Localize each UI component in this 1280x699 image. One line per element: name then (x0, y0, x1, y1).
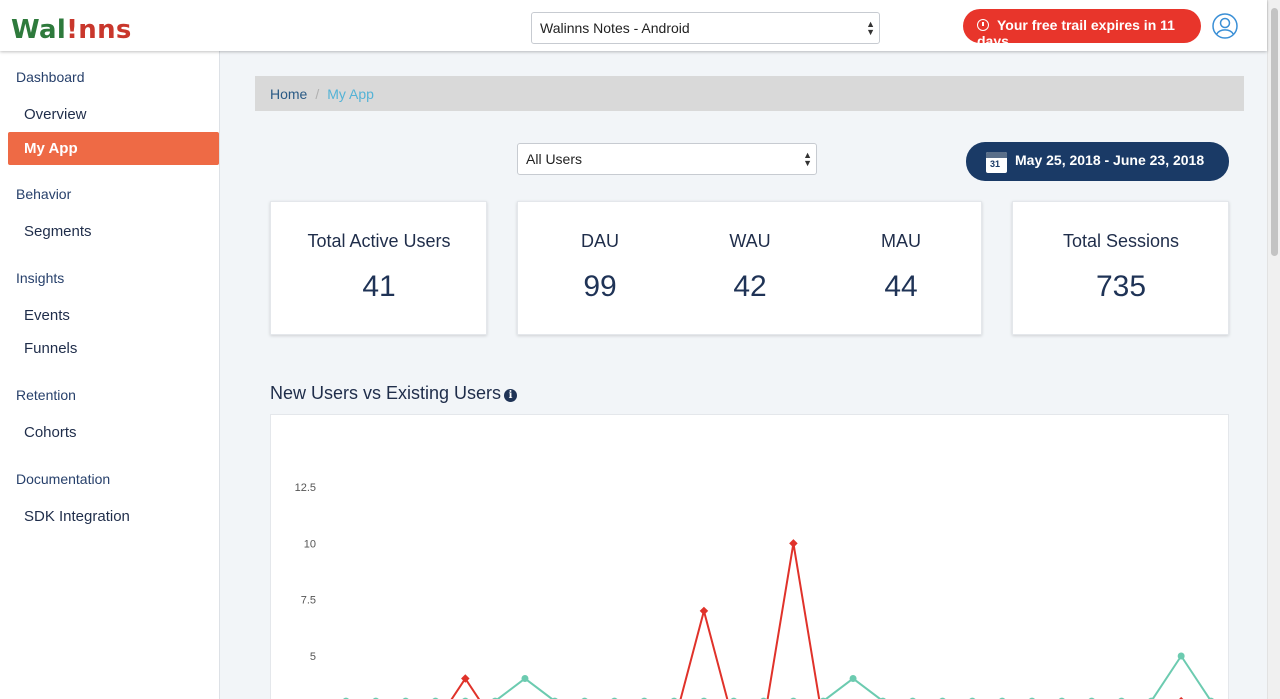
breadcrumb-home-link[interactable]: Home (270, 86, 308, 102)
data-point[interactable] (849, 675, 857, 683)
y-tick-label: 10 (304, 538, 316, 550)
breadcrumb-separator: / (315, 86, 320, 102)
total-sessions-value: 735 (1095, 270, 1147, 303)
sidebar-item-segments[interactable]: Segments (24, 223, 92, 240)
data-point[interactable] (699, 606, 709, 616)
trial-text: Your free trail expires in 11 days (977, 17, 1175, 49)
sidebar-item-funnels[interactable]: Funnels (24, 340, 78, 357)
walinns-logo[interactable]: Wal!nns (11, 15, 132, 45)
date-range-picker[interactable]: 31 May 25, 2018 - June 23, 2018 (966, 142, 1229, 181)
sidebar-item-sdk-integration[interactable]: SDK Integration (24, 508, 130, 525)
user-profile-icon[interactable] (1212, 13, 1238, 39)
wau-label: WAU (729, 231, 771, 251)
total-sessions-label: Total Sessions (1062, 231, 1180, 251)
sidebar: Dashboard Overview My App Behavior Segme… (0, 51, 220, 699)
sidebar-item-overview[interactable]: Overview (24, 106, 87, 123)
data-point[interactable] (521, 675, 529, 683)
sidebar-section-documentation: Documentation (16, 471, 111, 487)
sidebar-item-events[interactable]: Events (24, 307, 70, 324)
data-point[interactable] (1177, 652, 1185, 660)
page-scrollbar[interactable] (1267, 0, 1280, 699)
dau-value: 99 (583, 270, 617, 303)
sidebar-section-insights: Insights (16, 270, 65, 286)
total-active-users-card: Total Active Users 41 (270, 201, 487, 335)
breadcrumb: Home / My App (255, 76, 1244, 111)
clock-icon (977, 19, 989, 31)
user-segment-select-value: All Users (526, 151, 583, 167)
series-line-0 (450, 543, 821, 699)
new-vs-existing-users-chart: 12.5 10 7.5 5 (270, 414, 1229, 699)
app-select-value: Walinns Notes - Android (540, 20, 690, 36)
sidebar-item-my-app[interactable]: My App (8, 132, 219, 165)
user-segment-select[interactable]: All Users ▲ ▼ (517, 143, 817, 175)
app-select[interactable]: Walinns Notes - Android ▲ ▼ (531, 12, 880, 44)
active-users-summary-card: DAU 99 WAU 42 MAU 44 (517, 201, 982, 335)
sidebar-section-retention: Retention (16, 387, 76, 403)
sidebar-item-cohorts[interactable]: Cohorts (24, 424, 77, 441)
dau-label: DAU (580, 231, 619, 251)
breadcrumb-current: My App (327, 86, 374, 102)
total-sessions-card: Total Sessions 735 (1012, 201, 1229, 335)
top-header: Wal!nns Walinns Notes - Android ▲ ▼ Your … (0, 0, 1267, 51)
y-tick-label: 7.5 (301, 595, 316, 607)
date-range-text: May 25, 2018 - June 23, 2018 (1015, 152, 1205, 168)
line-chart-svg: 12.5 10 7.5 5 (295, 482, 1214, 699)
sidebar-section-behavior: Behavior (16, 186, 72, 202)
chart-title: New Users vs Existing Users i (270, 383, 518, 404)
mau-label: MAU (881, 231, 921, 251)
chart-title-text: New Users vs Existing Users (270, 383, 502, 403)
data-point[interactable] (789, 539, 798, 548)
trial-expiry-badge[interactable]: Your free trail expires in 11 days (963, 9, 1201, 49)
select-arrows-icon: ▲ ▼ (866, 19, 875, 37)
sidebar-section-dashboard: Dashboard (16, 69, 85, 85)
scrollbar-thumb[interactable] (1271, 8, 1278, 256)
total-active-users-value: 41 (362, 270, 396, 303)
mau-value: 44 (884, 270, 918, 303)
wau-value: 42 (733, 270, 767, 303)
y-tick-label: 5 (310, 651, 316, 663)
calendar-icon: 31 (986, 152, 1007, 173)
select-arrows-icon: ▲ ▼ (803, 150, 812, 168)
total-active-users-label: Total Active Users (307, 231, 451, 251)
info-icon[interactable]: i (504, 389, 518, 402)
y-tick-label: 12.5 (295, 482, 316, 494)
